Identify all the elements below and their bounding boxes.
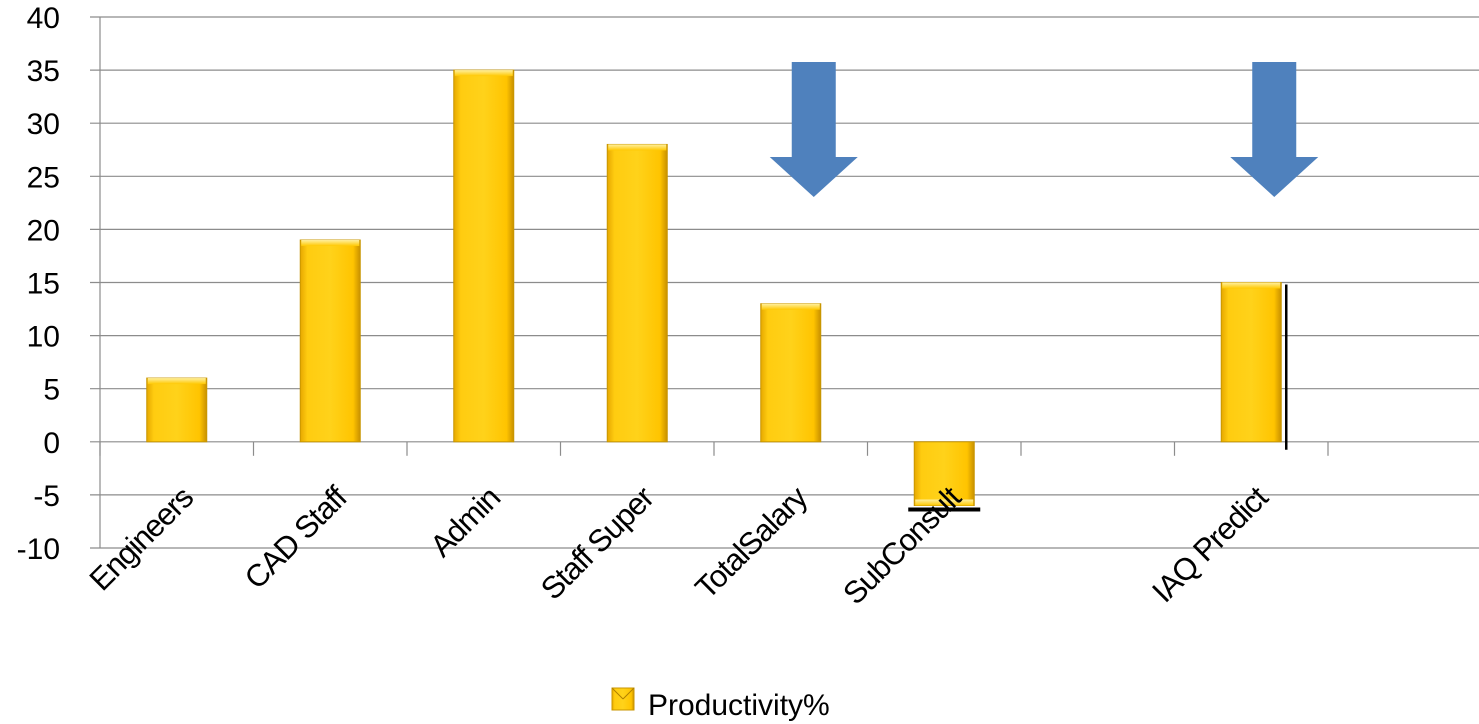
bar-cap	[147, 378, 206, 385]
category-label: Staff Super	[534, 480, 661, 607]
y-tick-label: 35	[27, 55, 60, 88]
y-tick-label: 20	[27, 214, 60, 247]
y-tick-label: 15	[27, 268, 60, 301]
bar-cap	[1222, 282, 1281, 289]
y-tick-label: 25	[27, 161, 60, 194]
legend: Productivity%	[611, 687, 830, 722]
y-tick-label: 0	[43, 427, 60, 460]
y-tick-label: 30	[27, 108, 60, 141]
bar	[146, 377, 208, 443]
category-label: Admin	[423, 480, 506, 563]
category-label: IAQ Predict	[1145, 479, 1275, 609]
bar-cap	[761, 303, 820, 310]
axes: -10 -5 0 5 10 15 20 25 30 35 40	[17, 2, 1329, 566]
y-tick-label: -5	[33, 480, 60, 513]
legend-label: Productivity%	[648, 689, 830, 722]
category-label: TotalSalary	[688, 479, 814, 605]
y-tick-label: 5	[43, 374, 60, 407]
bar-cap	[454, 70, 513, 77]
bar-cap	[915, 499, 974, 506]
bar	[760, 303, 822, 443]
bar	[913, 441, 975, 507]
down-arrow-icon	[1230, 62, 1319, 197]
y-tick-label: -10	[17, 533, 60, 566]
annotation-arrows	[769, 62, 1319, 197]
down-arrow-icon	[769, 62, 858, 197]
bar-cap	[301, 240, 360, 247]
y-tick-label: 10	[27, 321, 60, 354]
category-label: CAD Staff	[238, 479, 354, 595]
y-tick-label: 40	[27, 2, 60, 35]
category-labels: Engineers CAD Staff Admin Staff Super TotalS…	[83, 479, 1276, 611]
bar	[606, 143, 668, 443]
category-label: SubConsult	[836, 479, 968, 611]
bar	[1220, 282, 1282, 443]
bar	[299, 239, 361, 443]
bar-cap	[608, 144, 667, 151]
bars	[146, 69, 1288, 512]
bar	[453, 69, 515, 443]
legend-swatch-diag-1	[611, 687, 624, 700]
legend-swatch-diag-2	[622, 687, 635, 700]
